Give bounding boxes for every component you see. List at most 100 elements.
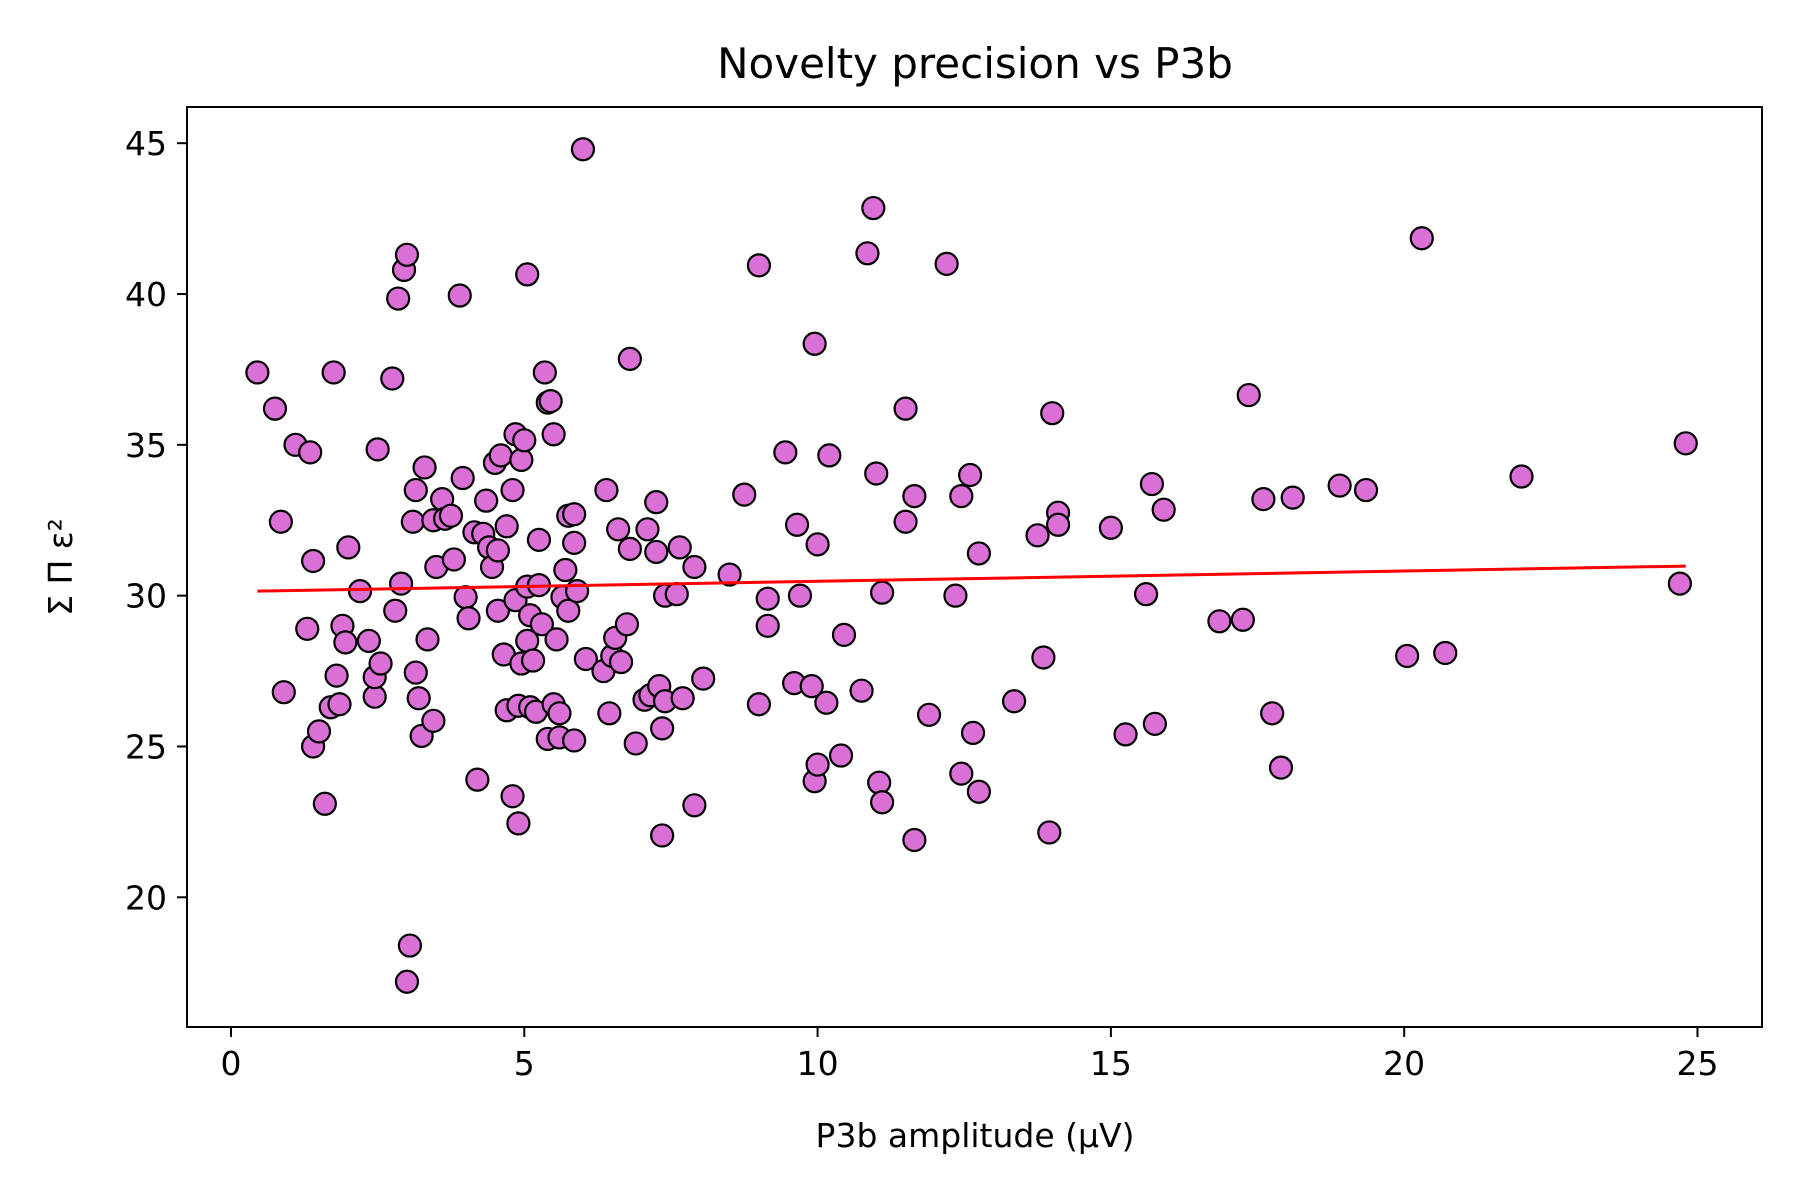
data-point [494,514,519,539]
data-point [893,509,918,534]
data-point [717,562,742,587]
data-point [1139,471,1165,497]
data-point [403,477,428,503]
data-point [412,455,437,480]
y-axis-label: Σ Π ε² [41,518,80,616]
data-point [488,443,513,468]
y-tick-label: 30 [125,577,167,616]
data-point [573,646,598,672]
data-point [617,536,642,562]
data-point [474,488,499,513]
data-point [831,622,857,647]
data-point [691,666,716,691]
data-point [682,793,707,818]
data-point [397,933,423,958]
data-point [562,728,587,753]
data-point [564,579,590,604]
data-point [553,557,578,583]
data-point [400,509,425,534]
data-point [456,606,481,631]
data-point [1001,689,1027,714]
data-point [1113,722,1138,747]
data-point [805,532,830,557]
data-point [934,251,959,276]
data-point [943,583,968,608]
data-point [515,262,540,287]
data-point [1673,431,1698,456]
data-point [394,969,420,994]
data-point [966,541,991,566]
y-tick-label: 35 [125,426,167,465]
data-point [347,579,373,604]
data-point [606,517,631,542]
data-point [670,686,695,711]
data-point [893,396,918,421]
data-point [966,779,991,804]
data-point [500,784,525,809]
data-point [453,585,478,610]
data-point [799,674,824,699]
data-point [365,437,390,462]
data-point [386,286,411,311]
data-point [336,535,361,560]
data-point [556,598,581,623]
data-point [485,598,510,623]
data-point [509,447,534,473]
data-point [682,554,707,580]
data-point [746,692,772,717]
data-point [787,583,813,608]
data-point [867,770,892,795]
data-point [732,482,757,507]
data-point [597,701,622,726]
data-point [394,242,420,267]
data-point [614,612,640,637]
data-point [245,360,270,385]
data-point [916,702,942,727]
data-point [271,680,296,705]
data-point [870,580,895,605]
data-point [623,731,648,756]
data-point [526,527,552,552]
data-point [664,582,689,607]
data-point [1045,512,1071,537]
y-tick-label: 25 [125,727,167,766]
data-point [380,366,405,391]
data-point [465,767,490,792]
y-tick-label: 45 [125,124,167,163]
data-point [295,616,320,641]
data-point [450,465,475,491]
x-axis-label: P3b amplitude (μV) [816,1116,1135,1155]
data-point [1098,515,1123,540]
x-axis: 0 5 10 15 20 25 [220,1027,1718,1083]
data-point [506,811,531,836]
x-tick-label: 5 [514,1044,535,1083]
chart-title: Novelty precision vs P3b [717,39,1233,88]
data-point [861,195,886,221]
data-point [512,428,537,453]
data-point [1142,711,1167,736]
data-point [544,627,569,652]
data-point [949,484,974,509]
data-point [746,253,772,278]
data-point [541,422,566,447]
data-point [383,598,408,623]
data-point [306,719,332,744]
trend-line [257,564,1686,593]
data-point [1260,701,1285,726]
data-point [547,701,572,726]
data-point [849,678,874,703]
data-point [324,663,349,688]
data-point [1280,485,1305,510]
plot-frame [186,106,1763,1028]
data-point [855,241,880,266]
data-point [864,461,889,486]
data-point [262,396,288,421]
data-point [520,648,546,673]
data-point [1031,645,1056,670]
data-point [902,484,927,509]
data-point [438,503,464,528]
data-point [403,660,428,685]
data-point [368,651,393,676]
